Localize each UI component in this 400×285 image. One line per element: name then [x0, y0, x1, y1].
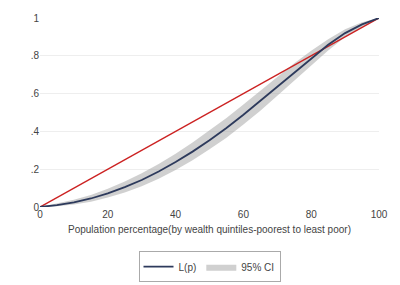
- svg-text:.6: .6: [31, 88, 40, 99]
- svg-text:Population percentage(by wealt: Population percentage(by wealth quintile…: [68, 224, 351, 235]
- svg-text:95% CI: 95% CI: [241, 262, 274, 273]
- svg-text:L(p): L(p): [179, 262, 197, 273]
- svg-text:0: 0: [33, 202, 39, 213]
- svg-text:40: 40: [170, 209, 182, 220]
- svg-text:20: 20: [102, 209, 114, 220]
- svg-text:60: 60: [238, 209, 250, 220]
- svg-text:1: 1: [33, 13, 39, 24]
- svg-text:.8: .8: [31, 50, 40, 61]
- svg-text:.4: .4: [31, 126, 40, 137]
- svg-text:100: 100: [371, 209, 388, 220]
- svg-text:.2: .2: [31, 164, 40, 175]
- svg-text:80: 80: [306, 209, 318, 220]
- svg-text:0: 0: [37, 209, 43, 220]
